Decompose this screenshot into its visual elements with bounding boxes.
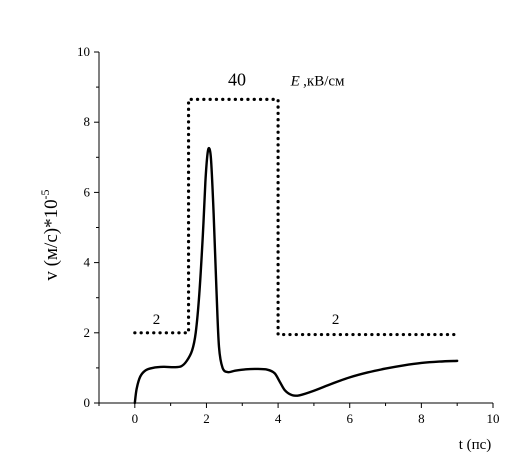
- series-layer: [133, 97, 459, 405]
- y-tick-label: 8: [84, 114, 91, 129]
- y-ticks: 0 2 4 6 8 10: [77, 44, 99, 410]
- x-ticks: 0 2 4 6 8 10: [98, 403, 500, 426]
- annotation-label: 40: [228, 69, 246, 89]
- annotation-label: 2: [332, 312, 340, 328]
- x-tick-label: 6: [346, 411, 353, 426]
- y-axis-label: v (м/с)*10-5: [38, 189, 62, 280]
- y-tick-label: 4: [84, 255, 91, 270]
- y-tick-label: 6: [84, 184, 91, 199]
- axes: [98, 52, 493, 404]
- annotation-label: ,кВ/см: [303, 73, 345, 89]
- series-field-pulse-line: [133, 97, 459, 337]
- y-tick-label: 0: [84, 395, 91, 410]
- series-velocity-line: [133, 146, 459, 405]
- annotation-label: 2: [153, 312, 161, 328]
- annotation-label: E: [290, 73, 300, 89]
- y-tick-label: 10: [77, 44, 90, 59]
- y-tick-label: 2: [84, 325, 91, 340]
- x-tick-label: 2: [203, 411, 210, 426]
- x-tick-label: 10: [487, 411, 500, 426]
- y-axis-label-exponent: -5: [38, 189, 52, 199]
- x-axis-label: t (пс): [459, 437, 492, 453]
- x-tick-label: 0: [132, 411, 139, 426]
- x-tick-label: 4: [275, 411, 282, 426]
- y-axis-label-base: v (м/с)*10: [41, 199, 62, 280]
- x-tick-label: 8: [418, 411, 425, 426]
- annotation-layer: 40 E ,кВ/см 2 2: [153, 69, 345, 328]
